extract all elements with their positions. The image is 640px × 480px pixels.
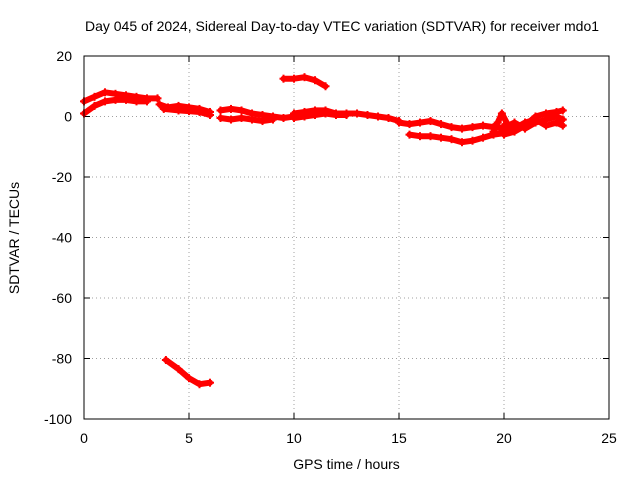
data-point: [185, 107, 193, 116]
data-point: [447, 135, 456, 144]
data-point: [500, 130, 508, 139]
data-point: [237, 106, 246, 115]
data-point: [405, 130, 414, 139]
data-point: [206, 110, 214, 119]
data-point: [279, 114, 288, 123]
data-point: [342, 110, 351, 119]
data-point: [174, 365, 183, 374]
data-point: [216, 114, 225, 123]
x-tick-label: 15: [391, 430, 407, 446]
data-point: [279, 74, 288, 83]
y-tick-label: -40: [52, 230, 72, 246]
data-point: [237, 114, 246, 123]
data-point: [437, 133, 445, 142]
series-arc-9: [162, 357, 213, 388]
data-point: [258, 117, 267, 126]
data-point: [426, 132, 435, 141]
data-point: [227, 104, 235, 113]
data-point: [353, 109, 361, 118]
data-point: [290, 114, 298, 123]
data-point: [437, 120, 445, 129]
data-point: [321, 109, 330, 118]
data-point: [321, 82, 330, 91]
data-point: [542, 109, 550, 118]
data-point: [195, 380, 204, 389]
data-point: [132, 97, 141, 106]
x-tick-label: 5: [185, 430, 193, 446]
data-point: [510, 124, 519, 133]
data-point: [497, 109, 506, 118]
data-point: [479, 121, 487, 130]
data-point: [300, 73, 309, 82]
x-tick-label: 20: [496, 430, 512, 446]
y-tick-label: -60: [52, 290, 72, 306]
data-point: [206, 378, 214, 387]
data-point: [111, 95, 120, 104]
data-point: [159, 104, 168, 113]
data-point: [405, 120, 414, 129]
y-tick-label: -80: [52, 351, 72, 367]
data-point: [500, 121, 508, 130]
y-tick-label: 0: [64, 109, 72, 125]
data-point: [332, 110, 340, 119]
data-point: [479, 133, 487, 142]
data-point: [468, 136, 477, 145]
axis-ticks: 0 5 10 15 20 25 -100 -80 -60 -40 -20 0 20: [44, 48, 617, 446]
data-point: [531, 115, 540, 124]
data-point: [122, 95, 130, 104]
data-point: [311, 110, 319, 119]
plot-frame: [83, 55, 610, 420]
data-point: [426, 117, 435, 126]
data-series: [80, 73, 567, 389]
data-point: [90, 101, 99, 110]
data-point: [542, 121, 550, 130]
data-point: [311, 76, 319, 85]
data-point: [552, 118, 561, 127]
y-tick-label: -20: [52, 169, 72, 185]
data-point: [489, 127, 498, 136]
data-point: [216, 106, 225, 115]
data-point: [447, 123, 456, 132]
data-point: [416, 132, 424, 141]
data-point: [101, 97, 109, 106]
data-point: [174, 106, 183, 115]
data-point: [384, 114, 393, 123]
data-point: [300, 112, 309, 121]
x-tick-label: 0: [80, 430, 88, 446]
data-point: [493, 118, 502, 127]
data-point: [363, 110, 372, 119]
data-point: [458, 138, 466, 147]
data-point: [416, 118, 424, 127]
x-tick-label: 25: [601, 430, 617, 446]
data-point: [558, 121, 567, 130]
x-axis-label: GPS time / hours: [293, 456, 400, 472]
data-point: [374, 112, 382, 121]
data-point: [195, 107, 204, 116]
series-arc-6: [406, 130, 507, 146]
data-point: [101, 88, 109, 97]
data-point: [558, 106, 567, 115]
data-point: [468, 123, 477, 132]
y-tick-label: -100: [44, 411, 72, 427]
data-point: [458, 124, 466, 133]
x-tick-label: 10: [286, 430, 302, 446]
data-point: [290, 74, 298, 83]
data-point: [90, 92, 99, 101]
data-point: [161, 356, 170, 365]
data-point: [227, 115, 235, 124]
data-point: [143, 97, 151, 106]
data-point: [153, 94, 162, 103]
data-point: [269, 115, 277, 124]
data-point: [248, 115, 256, 124]
data-point: [521, 118, 529, 127]
data-point: [552, 107, 561, 116]
y-tick-label: 20: [56, 48, 72, 64]
data-point: [155, 100, 164, 109]
data-point: [185, 374, 193, 383]
chart-title: Day 045 of 2024, Sidereal Day-to-day VTE…: [84, 18, 600, 34]
data-point: [395, 118, 403, 127]
